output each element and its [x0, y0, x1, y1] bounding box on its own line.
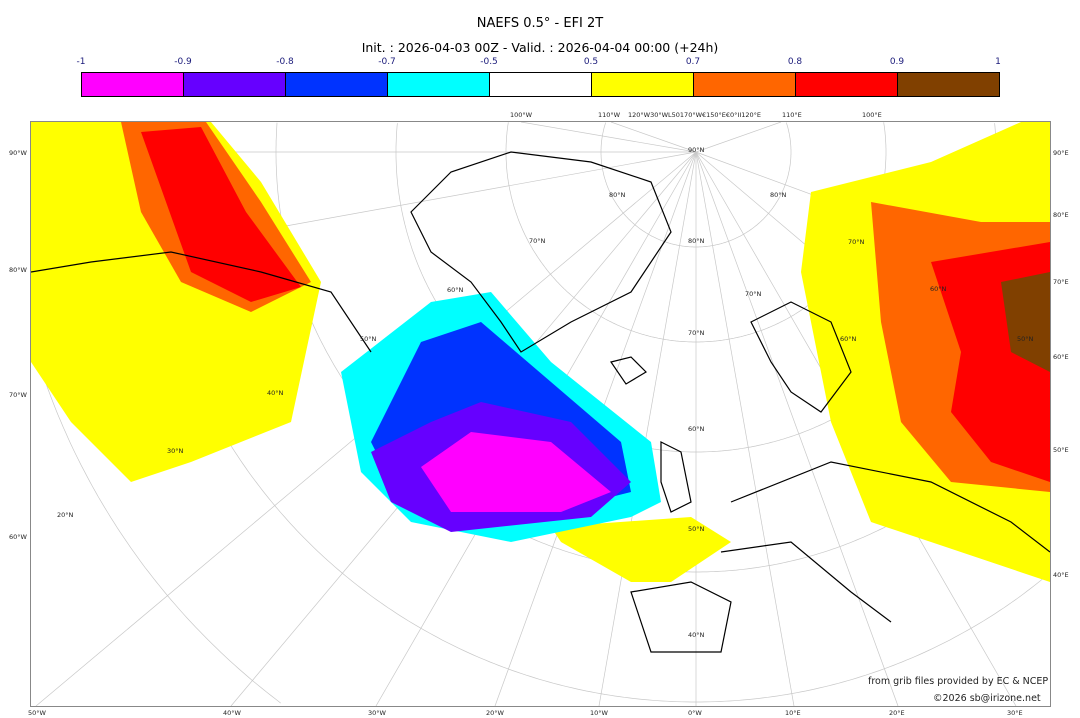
colorbar-swatch [592, 73, 694, 96]
warm-anomaly-canada-red [141, 127, 301, 302]
axis-label: 30°N [167, 447, 184, 455]
axis-label: 40°W [223, 709, 241, 717]
axis-label: 90°N [688, 146, 705, 154]
axis-label: 70°N [848, 238, 865, 246]
colorbar-tick-label: 0.8 [787, 57, 803, 67]
axis-label: 90°W [9, 149, 27, 157]
axis-label: 50°N [1017, 335, 1034, 343]
colorbar-swatch [796, 73, 898, 96]
axis-label: 0°W [688, 709, 702, 717]
axis-label: 20°E [889, 709, 905, 717]
latitude-circle [786, 122, 792, 152]
map-title: NAEFS 0.5° - EFI 2T [476, 16, 604, 31]
axis-label: 60°N [930, 285, 947, 293]
axis-label: 70°N [688, 329, 705, 337]
colorbar-tick-label: 1 [995, 57, 1001, 67]
colorbar-tick-label: 0.5 [583, 57, 599, 67]
axis-label: 110°W [598, 111, 621, 119]
copyright: ©2026 sb@irizone.net [933, 693, 1041, 704]
latitude-circle [600, 122, 792, 248]
axis-label: 70°N [745, 290, 762, 298]
axis-label: 100°E [862, 111, 882, 119]
axis-label: 50°N [360, 335, 377, 343]
axis-label: 80°E [1053, 211, 1069, 219]
axis-label: 50°E [1053, 446, 1069, 454]
axis-label: 80°N [609, 191, 626, 199]
latitude-circle [883, 122, 887, 152]
map-panel [30, 121, 1051, 707]
colorbar-tick-label: -1 [76, 57, 86, 67]
axis-label: 60°E [1053, 353, 1069, 361]
axis-label: 60°N [447, 286, 464, 294]
axis-label: 110°E [782, 111, 802, 119]
colorbar-swatch [898, 73, 999, 96]
axis-label: 100°W [510, 111, 533, 119]
coastlines [31, 151, 1050, 653]
axis-label: 50°N [688, 525, 705, 533]
axis-label: 80°N [770, 191, 787, 199]
colorbar-swatch [82, 73, 184, 96]
colorbar [81, 72, 1000, 97]
axis-label: 20°N [57, 511, 74, 519]
axis-label: 70°N [529, 237, 546, 245]
colorbar-tick-label: 0.9 [889, 57, 905, 67]
axis-label: 10°E [785, 709, 801, 717]
axis-label: 70°E [1053, 278, 1069, 286]
axis-label: 40°E [1053, 571, 1069, 579]
axis-label: 120°W30°WL50170°W€150°E€0°II120°E [628, 111, 762, 119]
warm-anomaly-iberia-yellow [551, 517, 731, 582]
axis-label: 60°N [688, 425, 705, 433]
axis-label: 60°N [840, 335, 857, 343]
axis-label: 80°N [688, 237, 705, 245]
cold-anomaly-atlantic-magenta [421, 432, 611, 512]
axis-label: 50°W [28, 709, 46, 717]
axis-label: 90°E [1053, 149, 1069, 157]
colorbar-swatch [388, 73, 490, 96]
axis-label: 40°N [267, 389, 284, 397]
map-subtitle: Init. : 2026-04-03 00Z - Valid. : 2026-0… [361, 40, 719, 55]
map-canvas [31, 122, 1050, 706]
colorbar-swatch [490, 73, 592, 96]
colorbar-swatch [184, 73, 286, 96]
axis-label: 60°W [9, 533, 27, 541]
data-source-credit: from grib files provided by EC & NCEP [868, 676, 1049, 687]
axis-label: 40°N [688, 631, 705, 639]
colorbar-tick-label: -0.7 [378, 57, 396, 67]
axis-label: 80°W [9, 266, 27, 274]
axis-label: 20°W [486, 709, 504, 717]
efi-shading [31, 122, 1050, 582]
axis-label: 30°W [368, 709, 386, 717]
colorbar-swatch [286, 73, 388, 96]
colorbar-tick-label: 0.7 [685, 57, 701, 67]
axis-label: 30°E [1007, 709, 1023, 717]
axis-label: 10°W [590, 709, 608, 717]
colorbar-tick-label: -0.9 [174, 57, 192, 67]
colorbar-swatch [694, 73, 796, 96]
warm-anomaly-russia-brown [1001, 272, 1050, 372]
colorbar-tick-label: -0.5 [480, 57, 498, 67]
latitude-circle [31, 336, 281, 704]
axis-label: 70°W [9, 391, 27, 399]
colorbar-tick-label: -0.8 [276, 57, 294, 67]
